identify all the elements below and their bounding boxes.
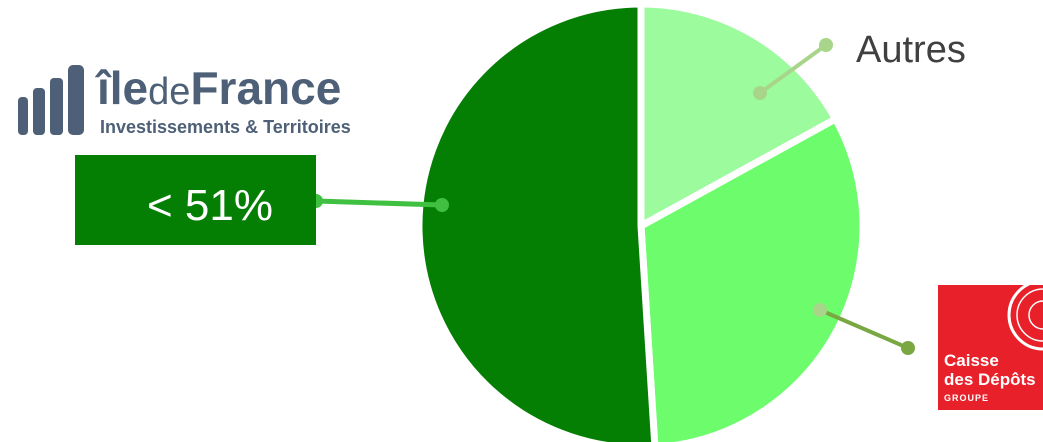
- iledefrance-logo: îledeFrance Investissements & Territoire…: [18, 62, 351, 137]
- brand-ile: île: [95, 62, 148, 114]
- autres-label: Autres: [856, 29, 966, 71]
- brand-france: France: [190, 62, 341, 114]
- caisse-des-depots-logo: Caisse des Dépôts GROUPE: [938, 281, 1043, 410]
- majority-callout-box: < 51%: [75, 155, 316, 245]
- brand-de: de: [148, 71, 190, 113]
- cdc-line3: GROUPE: [944, 393, 989, 403]
- pie-slice-majority: [419, 4, 655, 442]
- iledefrance-tagline: Investissements & Territoires: [100, 117, 351, 137]
- cdc-line2: des Dépôts: [944, 370, 1036, 389]
- majority-callout-text: < 51%: [147, 181, 273, 230]
- iledefrance-wordmark: îledeFrance: [95, 62, 341, 114]
- iledefrance-bars-icon: [18, 65, 84, 135]
- cdc-line1: Caisse: [944, 351, 999, 370]
